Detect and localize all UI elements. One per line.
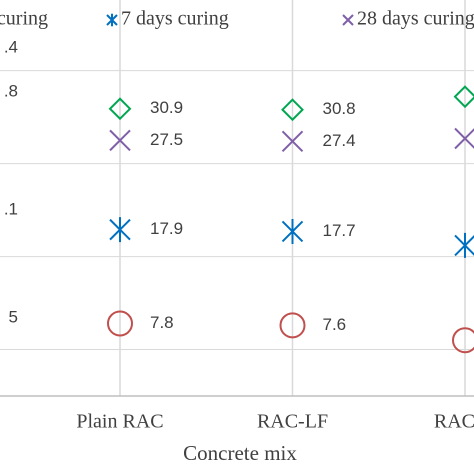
marker <box>281 98 304 122</box>
x-axis-title: Concrete mix <box>183 441 297 465</box>
data-label: 30.9 <box>150 98 183 117</box>
marker <box>454 232 474 258</box>
marker <box>281 218 304 244</box>
marker <box>109 217 131 243</box>
marker <box>281 130 304 153</box>
legend-label: curing <box>0 8 48 30</box>
data-label: 27.4 <box>323 131 356 150</box>
marker <box>454 127 474 150</box>
legend-label: 28 days curing <box>357 8 474 30</box>
marker <box>279 312 306 339</box>
data-label: 7.6 <box>323 315 347 334</box>
legend-label: 7 days curing <box>121 8 229 30</box>
legend-marker <box>342 14 354 26</box>
x-tick-label: RAC-V <box>434 411 474 433</box>
marker <box>109 129 131 152</box>
annotation: .1 <box>4 199 18 218</box>
marker <box>108 97 132 121</box>
x-tick-label: Plain RAC <box>76 411 163 433</box>
data-label: 17.7 <box>323 221 356 240</box>
data-label: 30.8 <box>323 99 356 118</box>
annotation: .8 <box>4 81 18 100</box>
annotation: 5 <box>9 307 18 326</box>
x-tick-label: RAC-LF <box>257 411 328 433</box>
data-label: 7.8 <box>150 313 174 332</box>
data-label: 17.9 <box>150 219 183 238</box>
marker <box>107 310 134 337</box>
data-label: 27.5 <box>150 130 183 149</box>
marker <box>452 327 474 354</box>
legend-marker <box>106 13 118 27</box>
annotation: .4 <box>4 37 18 56</box>
marker <box>453 85 474 109</box>
